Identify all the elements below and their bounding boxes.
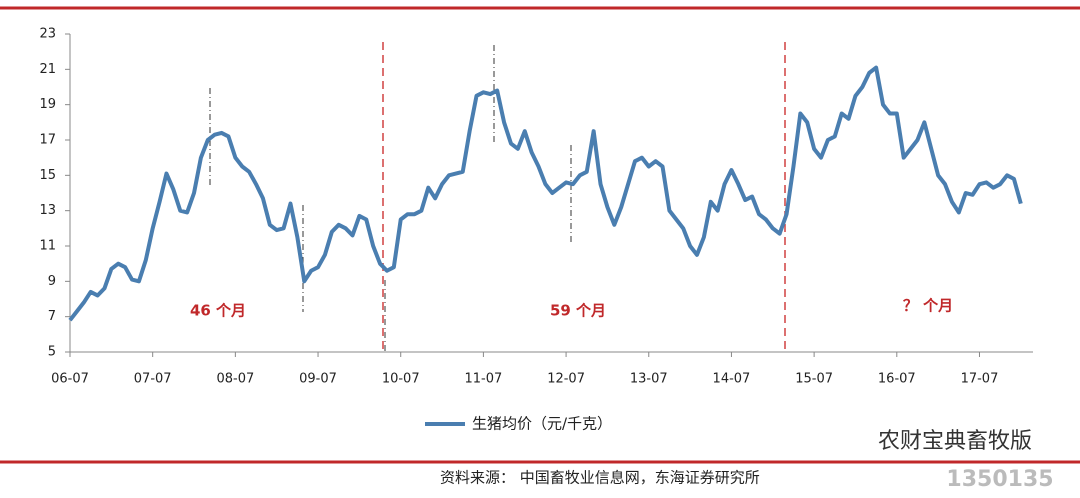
source: 资料来源： 中国畜牧业信息网，东海证券研究所 <box>440 469 760 487</box>
y-tick-label: 15 <box>39 168 56 183</box>
y-tick-label: 13 <box>39 203 56 218</box>
watermark: 农财宝典畜牧版 <box>878 429 1032 454</box>
x-tick-label: 06-07 <box>51 372 89 387</box>
y-tick-label: 23 <box>39 27 56 42</box>
x-tick-label: 13-07 <box>630 372 668 387</box>
x-tick-label: 09-07 <box>299 372 337 387</box>
x-tick-label: 11-07 <box>465 372 503 387</box>
x-tick-label: 15-07 <box>795 372 833 387</box>
y-tick-label: 5 <box>48 345 56 360</box>
x-tick-label: 16-07 <box>878 372 916 387</box>
annotation: 59 个月 <box>550 302 606 320</box>
y-tick-label: 7 <box>48 309 56 324</box>
annotation: 46 个月 <box>190 302 246 320</box>
legend-label: 生猪均价（元/千克） <box>472 415 612 433</box>
x-tick-label: 10-07 <box>382 372 420 387</box>
x-tick-label: 08-07 <box>216 372 254 387</box>
x-tick-label: 17-07 <box>961 372 999 387</box>
x-tick-label: 14-07 <box>713 372 751 387</box>
y-tick-label: 11 <box>39 239 56 254</box>
annotation: ？ 个月 <box>903 297 953 315</box>
x-tick-label: 12-07 <box>547 372 585 387</box>
x-tick-label: 07-07 <box>134 372 172 387</box>
y-tick-label: 9 <box>48 274 56 289</box>
y-tick-label: 21 <box>39 62 56 77</box>
line <box>68 65 1023 322</box>
y-tick-label: 17 <box>39 133 56 148</box>
watermark-number: 1350135 <box>946 467 1053 492</box>
y-tick-label: 19 <box>39 97 56 112</box>
